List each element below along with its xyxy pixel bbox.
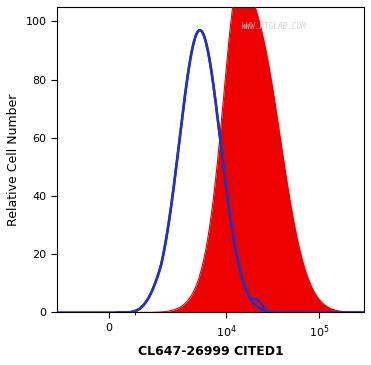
Y-axis label: Relative Cell Number: Relative Cell Number	[7, 93, 20, 226]
Text: WWW.PTGLAB.COM: WWW.PTGLAB.COM	[241, 22, 306, 31]
X-axis label: CL647-26999 CITED1: CL647-26999 CITED1	[138, 345, 283, 358]
